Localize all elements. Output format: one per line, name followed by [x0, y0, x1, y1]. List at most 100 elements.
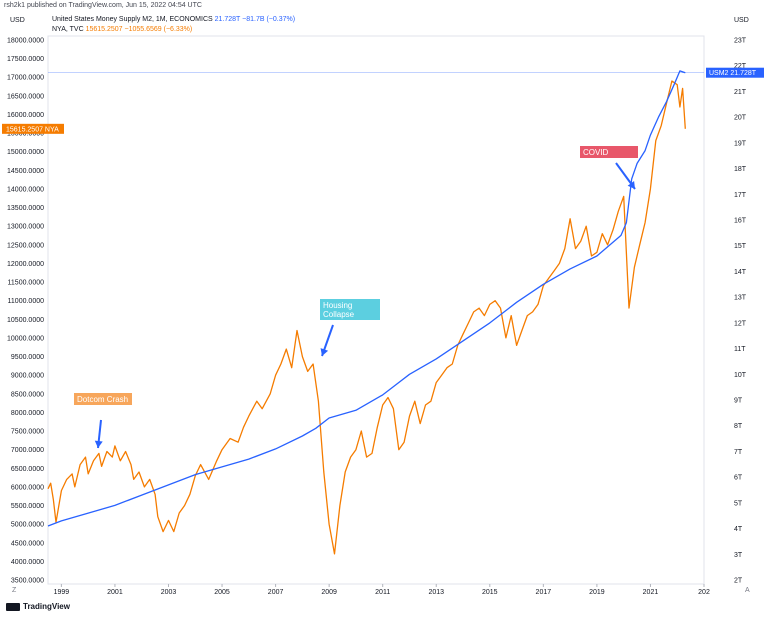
left-tick-label: 10000.0000 — [7, 335, 44, 342]
legend-m2-values: 21.728T −81.7B (−0.37%) — [214, 16, 296, 23]
nya-value-tag — [2, 123, 64, 134]
legend-nya[interactable]: NYA, TVC 15615.2507 −1055.6569 (−6.33%) — [52, 25, 192, 34]
left-axis-label: USD — [10, 17, 25, 24]
left-tick-label: 15000.0000 — [7, 149, 44, 156]
left-tick-label: 16500.0000 — [7, 93, 44, 100]
right-tick-label: 5T — [734, 500, 743, 507]
annotation-text: Collapse — [323, 310, 355, 319]
right-tick-label: 2T — [734, 578, 743, 585]
right-tick-label: 12T — [734, 320, 747, 327]
left-tick-label: 13500.0000 — [7, 205, 44, 212]
right-tick-label: 6T — [734, 475, 743, 482]
left-tick-label: 14000.0000 — [7, 186, 44, 193]
x-tick-label: 2015 — [482, 589, 498, 596]
right-tick-label: 22T — [734, 63, 747, 70]
timezone-button[interactable]: Z — [12, 587, 17, 594]
left-axis-ticks: 18000.0000 17500.0000 17000.0000 16500.0000… — [7, 38, 44, 585]
left-tick-label: 10500.0000 — [7, 317, 44, 324]
x-tick-label: 2005 — [214, 589, 230, 596]
left-tick-label: 18000.0000 — [7, 38, 44, 45]
left-tick-label: 7500.0000 — [11, 429, 44, 436]
left-tick-label: 16000.0000 — [7, 112, 44, 119]
annotation-text: COVID — [583, 148, 609, 157]
right-tick-label: 8T — [734, 423, 743, 430]
x-tick-label: 2013 — [428, 589, 444, 596]
tradingview-logo: TradingView — [6, 602, 70, 611]
x-tick-label: 2007 — [268, 589, 284, 596]
right-tick-label: 10T — [734, 372, 747, 379]
auto-scale-button[interactable]: A — [745, 587, 750, 594]
plot-frame — [47, 35, 705, 585]
annotation-box — [580, 146, 638, 158]
left-tick-label: 6500.0000 — [11, 466, 44, 473]
price-tags: 15615.2507 NYA USM2 21.728T — [2, 67, 764, 134]
left-tick-label: 15500.0000 — [7, 131, 44, 138]
x-tick-label: 2011 — [375, 589, 390, 596]
left-tick-label: 9500.0000 — [11, 354, 44, 361]
left-tick-label: 12500.0000 — [7, 242, 44, 249]
x-tick-label: 2003 — [161, 589, 177, 596]
annotation-arrow-head — [320, 348, 329, 356]
right-tick-label: 4T — [734, 526, 743, 533]
x-tick-label: 1999 — [54, 589, 70, 596]
legend-nya-values: 15615.2507 −1055.6569 (−6.33%) — [85, 26, 193, 33]
m2-value-tag — [706, 67, 764, 78]
legend-nya-symbol: NYA, TVC — [52, 26, 84, 33]
left-tick-label: 4500.0000 — [11, 540, 44, 547]
right-tick-label: 19T — [734, 140, 747, 147]
left-tick-label: 14500.0000 — [7, 168, 44, 175]
series-line-nya — [47, 80, 686, 555]
tradingview-logo-icon — [6, 602, 20, 611]
left-tick-label: 17500.0000 — [7, 56, 44, 63]
series-lines — [47, 70, 686, 555]
left-tick-label: 4000.0000 — [11, 559, 44, 566]
annotation-box — [74, 393, 132, 405]
grid — [47, 35, 705, 585]
right-tick-label: 20T — [734, 115, 747, 122]
left-tick-label: 7000.0000 — [11, 447, 44, 454]
left-tick-label: 11500.0000 — [8, 280, 45, 287]
left-tick-label: 11000.0000 — [8, 298, 45, 305]
legend-m2[interactable]: United States Money Supply M2, 1M, ECONO… — [52, 15, 295, 24]
right-tick-label: 16T — [734, 218, 747, 225]
x-tick-label: 2009 — [321, 589, 337, 596]
x-tick-label: 2017 — [536, 589, 552, 596]
right-tick-label: 23T — [734, 38, 747, 45]
right-tick-label: 7T — [734, 449, 743, 456]
annotation-text: Dotcom Crash — [77, 395, 128, 404]
left-tick-label: 12000.0000 — [7, 261, 44, 268]
nya-value-tag-text: 15615.2507 NYA — [6, 126, 59, 133]
left-tick-label: 5500.0000 — [11, 503, 44, 510]
right-tick-label: 13T — [734, 295, 747, 302]
left-tick-label: 13000.0000 — [7, 224, 44, 231]
left-tick-label: 17000.0000 — [7, 75, 44, 82]
left-tick-label: 8000.0000 — [11, 410, 44, 417]
annotation-text: Housing — [323, 301, 352, 310]
right-tick-label: 21T — [734, 89, 747, 96]
left-tick-label: 5000.0000 — [11, 522, 44, 529]
right-tick-label: 17T — [734, 192, 747, 199]
right-tick-label: 9T — [734, 398, 743, 405]
x-tick-label: 202 — [698, 589, 710, 596]
annotation-arrow-head — [627, 180, 635, 189]
x-axis-ticks: 1999 2001 2003 2005 2007 2009 2011 2013 2015 2017… — [54, 584, 710, 596]
x-tick-label: 2021 — [643, 589, 659, 596]
series-line-usm2 — [47, 70, 686, 527]
right-axis-label: USD — [734, 17, 749, 24]
annotation-arrow-head — [94, 440, 103, 448]
left-tick-label: 3500.0000 — [11, 578, 44, 585]
left-tick-label: 8500.0000 — [11, 391, 44, 398]
right-tick-label: 15T — [734, 243, 747, 250]
left-tick-label: 9000.0000 — [11, 373, 44, 380]
x-tick-label: 2001 — [107, 589, 123, 596]
legend-m2-symbol: United States Money Supply M2, 1M, ECONO… — [52, 16, 213, 23]
tradingview-brand-text: TradingView — [23, 602, 70, 611]
left-tick-label: 6000.0000 — [11, 484, 44, 491]
right-tick-label: 3T — [734, 552, 743, 559]
m2-value-tag-text: USM2 21.728T — [709, 70, 757, 77]
x-tick-label: 2019 — [589, 589, 605, 596]
right-tick-label: 18T — [734, 166, 747, 173]
right-tick-label: 14T — [734, 269, 747, 276]
